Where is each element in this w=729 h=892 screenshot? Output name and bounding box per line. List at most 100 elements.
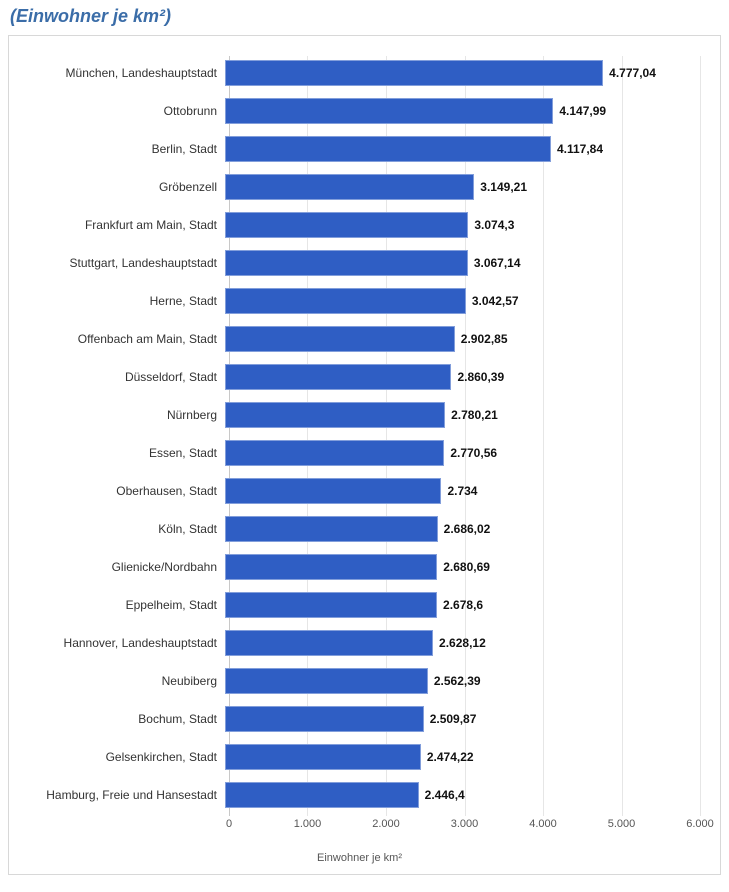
bar-value: 2.678,6 xyxy=(443,598,483,612)
x-tick: 6.000 xyxy=(686,818,714,830)
bar-label: Nürnberg xyxy=(19,408,225,422)
bar-track: 2.680,69 xyxy=(225,554,700,580)
bar-row: Gröbenzell 3.149,21 xyxy=(19,174,700,200)
bar-value: 2.628,12 xyxy=(439,636,486,650)
bar-track: 2.678,6 xyxy=(225,592,700,618)
bar xyxy=(225,250,468,276)
x-tick: 4.000 xyxy=(529,818,557,830)
bar-track: 2.628,12 xyxy=(225,630,700,656)
bar-row: Bochum, Stadt 2.509,87 xyxy=(19,706,700,732)
bar xyxy=(225,60,603,86)
bar-track: 3.149,21 xyxy=(225,174,700,200)
bar-track: 2.780,21 xyxy=(225,402,700,428)
bar-value: 2.860,39 xyxy=(457,370,504,384)
bar-track: 4.147,99 xyxy=(225,98,700,124)
bar-value: 2.686,02 xyxy=(444,522,491,536)
bar-value: 2.770,56 xyxy=(450,446,497,460)
bar xyxy=(225,744,421,770)
bar xyxy=(225,136,551,162)
bar-label: Gröbenzell xyxy=(19,180,225,194)
bar-row: Herne, Stadt 3.042,57 xyxy=(19,288,700,314)
bar-row: Köln, Stadt 2.686,02 xyxy=(19,516,700,542)
bar xyxy=(225,212,468,238)
bar-value: 2.474,22 xyxy=(427,750,474,764)
bar xyxy=(225,516,438,542)
bar-row: München, Landeshauptstadt 4.777,04 xyxy=(19,60,700,86)
x-axis-title: Einwohner je km² xyxy=(19,852,700,864)
bar-track: 2.734 xyxy=(225,478,700,504)
bar-row: Gelsenkirchen, Stadt 2.474,22 xyxy=(19,744,700,770)
bar-row: Berlin, Stadt4.117,84 xyxy=(19,136,700,162)
bar-value: 2.780,21 xyxy=(451,408,498,422)
bar xyxy=(225,326,455,352)
bar-value: 2.902,85 xyxy=(461,332,508,346)
bar-row: Oberhausen, Stadt2.734 xyxy=(19,478,700,504)
bar xyxy=(225,440,444,466)
bar-label: Essen, Stadt xyxy=(19,446,225,460)
bar-row: Hamburg, Freie und Hansestadt 2.446,4 xyxy=(19,782,700,808)
bar xyxy=(225,706,424,732)
bar-track: 2.509,87 xyxy=(225,706,700,732)
bar-value: 2.734 xyxy=(447,484,477,498)
bar xyxy=(225,478,441,504)
bar-label: Berlin, Stadt xyxy=(19,142,225,156)
bar-label: Köln, Stadt xyxy=(19,522,225,536)
bar-row: Stuttgart, Landeshauptstadt 3.067,14 xyxy=(19,250,700,276)
bar-value: 4.147,99 xyxy=(559,104,606,118)
bar-label: Ottobrunn xyxy=(19,104,225,118)
bar-row: Ottobrunn 4.147,99 xyxy=(19,98,700,124)
bar-label: Hannover, Landeshauptstadt xyxy=(19,636,225,650)
bar-label: Glienicke/Nordbahn xyxy=(19,560,225,574)
bar-row: Frankfurt am Main, Stadt 3.074,3 xyxy=(19,212,700,238)
x-tick: 0 xyxy=(226,818,232,830)
bar-track: 2.902,85 xyxy=(225,326,700,352)
bar-track: 3.074,3 xyxy=(225,212,700,238)
bar-track: 3.042,57 xyxy=(225,288,700,314)
bar-value: 3.067,14 xyxy=(474,256,521,270)
bar-value: 2.509,87 xyxy=(430,712,477,726)
bar-value: 2.562,39 xyxy=(434,674,481,688)
bar-row: Eppelheim, Stadt2.678,6 xyxy=(19,592,700,618)
bar-track: 2.562,39 xyxy=(225,668,700,694)
bar-row: Glienicke/Nordbahn2.680,69 xyxy=(19,554,700,580)
bars-region: München, Landeshauptstadt4.777,04Ottobru… xyxy=(229,56,700,816)
bar-label: Gelsenkirchen, Stadt xyxy=(19,750,225,764)
plot-area: München, Landeshauptstadt4.777,04Ottobru… xyxy=(229,56,700,846)
bar-label: München, Landeshauptstadt xyxy=(19,66,225,80)
chart-container: München, Landeshauptstadt 4.777,04 Ottobru… xyxy=(8,35,721,875)
x-axis: 01.0002.0003.0004.0005.0006.000 xyxy=(229,816,700,846)
grid-line xyxy=(700,56,701,816)
bar-value: 3.149,21 xyxy=(480,180,527,194)
x-tick: 3.000 xyxy=(451,818,479,830)
bar xyxy=(225,668,428,694)
bar-row: Hannover, Landeshauptstadt 2.628,12 xyxy=(19,630,700,656)
bar-value: 4.777,04 xyxy=(609,66,656,80)
bar-track: 3.067,14 xyxy=(225,250,700,276)
bar-label: Neubiberg xyxy=(19,674,225,688)
bar-value: 3.074,3 xyxy=(474,218,514,232)
bar xyxy=(225,288,466,314)
bar-row: Nürnberg 2.780,21 xyxy=(19,402,700,428)
bar xyxy=(225,364,451,390)
bar xyxy=(225,98,553,124)
bar-row: Offenbach am Main, Stadt2.902,85 xyxy=(19,326,700,352)
bar-label: Herne, Stadt xyxy=(19,294,225,308)
bar xyxy=(225,782,419,808)
bar-label: Hamburg, Freie und Hansestadt xyxy=(19,788,225,802)
bar xyxy=(225,174,474,200)
x-tick: 1.000 xyxy=(294,818,322,830)
bar xyxy=(225,402,445,428)
bar-track: 2.770,56 xyxy=(225,440,700,466)
bar-row: Essen, Stadt 2.770,56 xyxy=(19,440,700,466)
bar xyxy=(225,554,437,580)
bar-label: Bochum, Stadt xyxy=(19,712,225,726)
bar-label: Frankfurt am Main, Stadt xyxy=(19,218,225,232)
bar-track: 4.777,04 xyxy=(225,60,700,86)
bar-value: 3.042,57 xyxy=(472,294,519,308)
bar-track: 4.117,84 xyxy=(225,136,700,162)
bar-label: Düsseldorf, Stadt xyxy=(19,370,225,384)
x-tick: 5.000 xyxy=(608,818,636,830)
bar-value: 2.446,4 xyxy=(425,788,465,802)
bar-label: Stuttgart, Landeshauptstadt xyxy=(19,256,225,270)
chart-title: (Einwohner je km²) xyxy=(0,0,729,35)
